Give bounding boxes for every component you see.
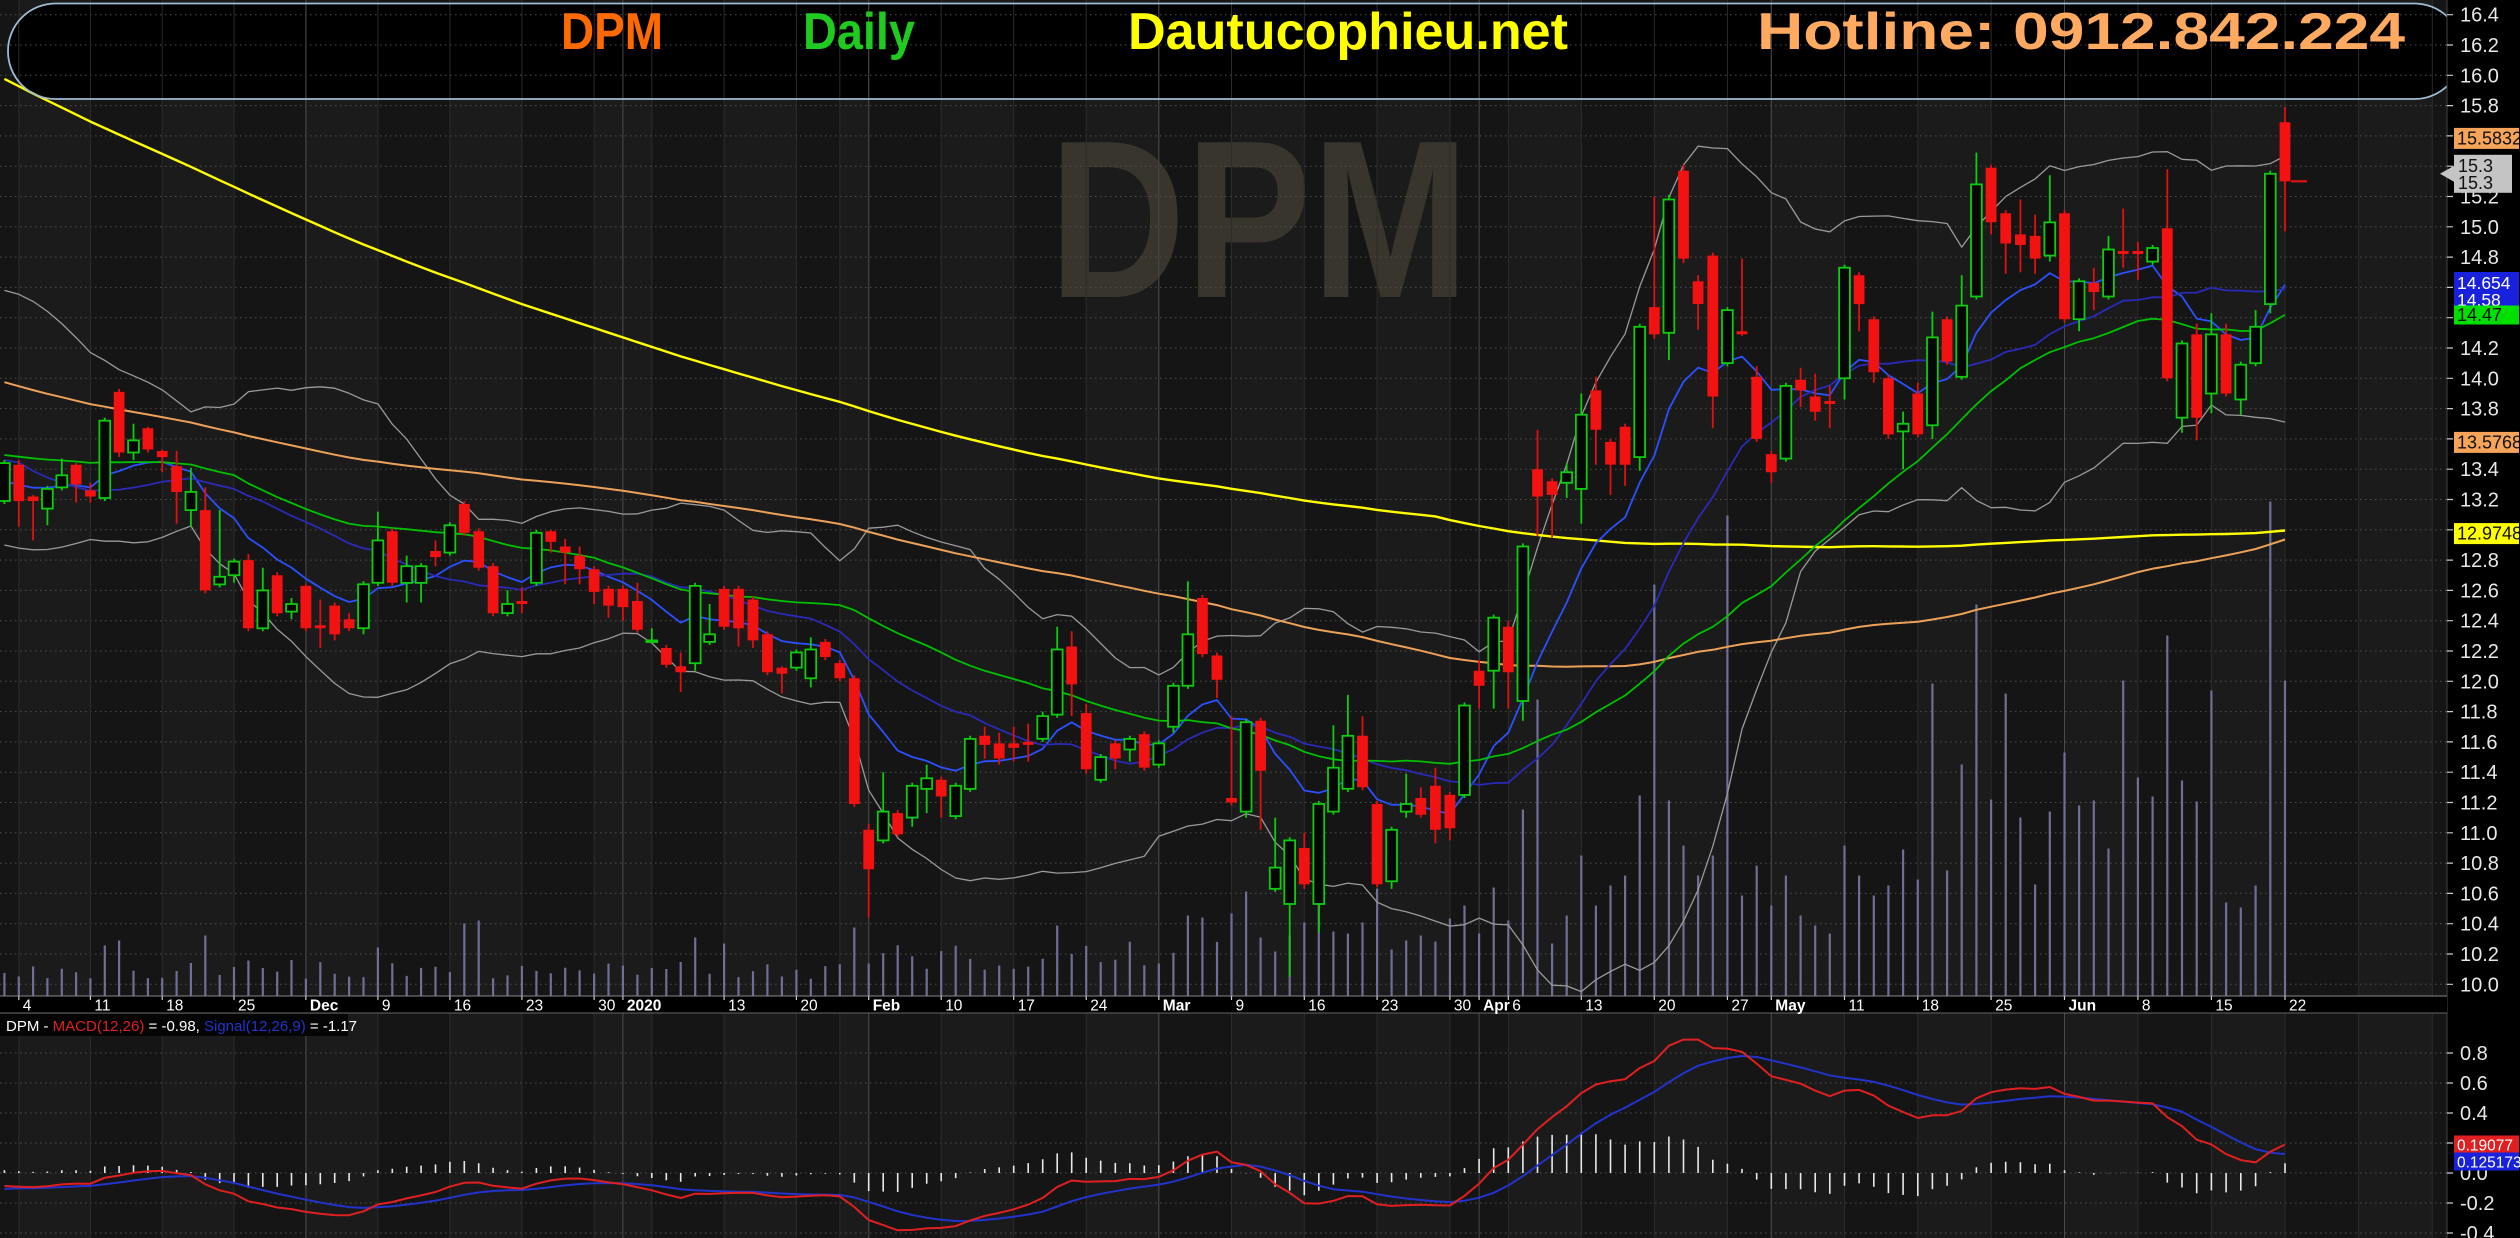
svg-text:-0.2: -0.2	[2460, 1193, 2494, 1215]
svg-text:11.4: 11.4	[2460, 762, 2497, 784]
svg-text:20: 20	[800, 998, 818, 1015]
svg-text:25: 25	[238, 998, 255, 1015]
svg-text:Dec: Dec	[310, 998, 339, 1015]
svg-text:9: 9	[382, 998, 391, 1015]
svg-text:Daily: Daily	[803, 3, 915, 61]
svg-text:4: 4	[23, 998, 32, 1015]
svg-text:0.19077: 0.19077	[2457, 1138, 2513, 1155]
svg-text:16.0: 16.0	[2460, 65, 2499, 87]
svg-text:25: 25	[1995, 998, 2012, 1015]
svg-text:16.4: 16.4	[2460, 5, 2499, 27]
svg-text:30: 30	[1454, 998, 1472, 1015]
svg-text:14.8: 14.8	[2460, 247, 2499, 269]
svg-text:10.0: 10.0	[2460, 974, 2499, 996]
svg-text:13.8: 13.8	[2460, 399, 2499, 421]
svg-text:14.2: 14.2	[2460, 338, 2499, 360]
svg-text:0.8: 0.8	[2460, 1043, 2488, 1065]
svg-text:10.4: 10.4	[2460, 914, 2499, 936]
svg-text:9: 9	[1236, 998, 1245, 1015]
svg-text:DPM: DPM	[561, 3, 663, 61]
svg-text:DPM - MACD(12,26) = -0.98, Sig: DPM - MACD(12,26) = -0.98, Signal(12,26,…	[6, 1018, 357, 1035]
svg-text:12.2: 12.2	[2460, 641, 2499, 663]
svg-text:15.5832: 15.5832	[2457, 128, 2520, 148]
svg-text:27: 27	[1731, 998, 1748, 1015]
svg-text:11: 11	[94, 998, 110, 1015]
svg-text:0.6: 0.6	[2460, 1073, 2488, 1095]
svg-text:10.2: 10.2	[2460, 944, 2499, 966]
svg-text:0.4: 0.4	[2460, 1103, 2488, 1125]
svg-text:Feb: Feb	[873, 998, 901, 1015]
svg-text:14.0: 14.0	[2460, 368, 2499, 390]
svg-text:23: 23	[526, 998, 543, 1015]
svg-text:15.8: 15.8	[2460, 96, 2499, 118]
svg-text:18: 18	[166, 998, 183, 1015]
svg-text:8: 8	[2142, 998, 2151, 1015]
svg-text:10: 10	[945, 998, 963, 1015]
svg-text:13.5768: 13.5768	[2457, 432, 2520, 452]
svg-text:13: 13	[1585, 998, 1602, 1015]
svg-text:14.47: 14.47	[2457, 305, 2502, 325]
svg-text:-0.4: -0.4	[2460, 1223, 2494, 1238]
svg-text:11.8: 11.8	[2460, 702, 2497, 724]
svg-text:11.2: 11.2	[2460, 793, 2497, 815]
svg-text:16: 16	[454, 998, 471, 1015]
svg-text:13.4: 13.4	[2460, 459, 2499, 481]
svg-text:11.0: 11.0	[2460, 823, 2497, 845]
svg-text:Hotline: 0912.842.224: Hotline: 0912.842.224	[1757, 3, 2405, 61]
svg-text:Mar: Mar	[1163, 998, 1191, 1015]
svg-text:Dautucophieu.net: Dautucophieu.net	[1128, 3, 1568, 61]
svg-text:15.3: 15.3	[2458, 156, 2493, 176]
svg-text:12.0: 12.0	[2460, 671, 2499, 693]
svg-text:12.4: 12.4	[2460, 611, 2499, 633]
svg-text:May: May	[1775, 998, 1806, 1015]
svg-text:18: 18	[1922, 998, 1939, 1015]
svg-text:12.8: 12.8	[2460, 550, 2499, 572]
svg-text:13.2: 13.2	[2460, 490, 2499, 512]
svg-text:Jun: Jun	[2069, 998, 2097, 1015]
svg-text:2020: 2020	[627, 998, 661, 1015]
svg-text:17: 17	[1018, 998, 1035, 1015]
svg-text:23: 23	[1381, 998, 1398, 1015]
svg-text:0.125173: 0.125173	[2457, 1155, 2520, 1172]
svg-text:6: 6	[1512, 998, 1521, 1015]
svg-text:14.58: 14.58	[2457, 290, 2501, 310]
svg-text:DPM: DPM	[1049, 93, 1469, 345]
svg-text:16.2: 16.2	[2460, 35, 2499, 57]
svg-text:12.9748: 12.9748	[2457, 524, 2520, 544]
svg-text:20: 20	[1658, 998, 1676, 1015]
svg-text:30: 30	[598, 998, 616, 1015]
svg-text:15.3: 15.3	[2458, 173, 2493, 193]
svg-text:Apr: Apr	[1483, 998, 1510, 1015]
svg-text:14.654: 14.654	[2457, 273, 2511, 293]
svg-text:24: 24	[1090, 998, 1108, 1015]
svg-text:10.6: 10.6	[2460, 883, 2499, 905]
svg-text:12.6: 12.6	[2460, 580, 2499, 602]
svg-text:15.0: 15.0	[2460, 217, 2499, 239]
svg-text:13: 13	[728, 998, 745, 1015]
svg-text:22: 22	[2289, 998, 2306, 1015]
svg-text:11.6: 11.6	[2460, 732, 2497, 754]
svg-text:10.8: 10.8	[2460, 853, 2499, 875]
svg-text:15: 15	[2215, 998, 2232, 1015]
svg-text:16: 16	[1308, 998, 1325, 1015]
svg-text:11: 11	[1849, 998, 1865, 1015]
